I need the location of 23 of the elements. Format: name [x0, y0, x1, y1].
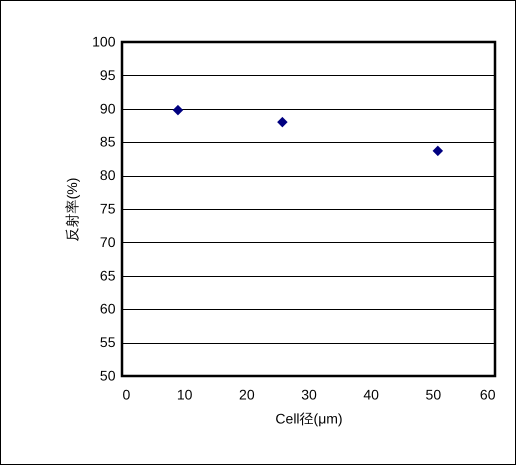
- y-axis-title: 反射率(%): [64, 178, 80, 242]
- x-tick-label: 50: [426, 386, 442, 402]
- y-tick-label: 55: [100, 334, 116, 350]
- x-tick-label: 20: [239, 386, 255, 402]
- y-tick-label: 75: [100, 200, 116, 216]
- x-axis-title: Cell径(μm): [275, 410, 343, 426]
- y-tick-label: 70: [100, 234, 116, 250]
- x-tick-label: 0: [122, 386, 130, 402]
- x-tick-label: 40: [363, 386, 380, 402]
- y-tick-label: 100: [92, 34, 116, 50]
- y-tick-label: 80: [100, 167, 116, 184]
- y-tick-label: 85: [100, 134, 116, 150]
- point: [172, 104, 184, 116]
- point: [277, 116, 288, 128]
- point: [432, 146, 444, 156]
- x-tick-label: 10: [176, 386, 193, 402]
- y-tick-label: 60: [100, 300, 116, 317]
- y-tick-label: 50: [100, 368, 116, 384]
- x-tick-label: 60: [480, 386, 496, 402]
- y-tick-label: 90: [100, 100, 116, 116]
- y-tick-label: 95: [100, 66, 116, 83]
- x-tick-label: 30: [301, 386, 317, 402]
- y-tick-label: 65: [100, 267, 116, 284]
